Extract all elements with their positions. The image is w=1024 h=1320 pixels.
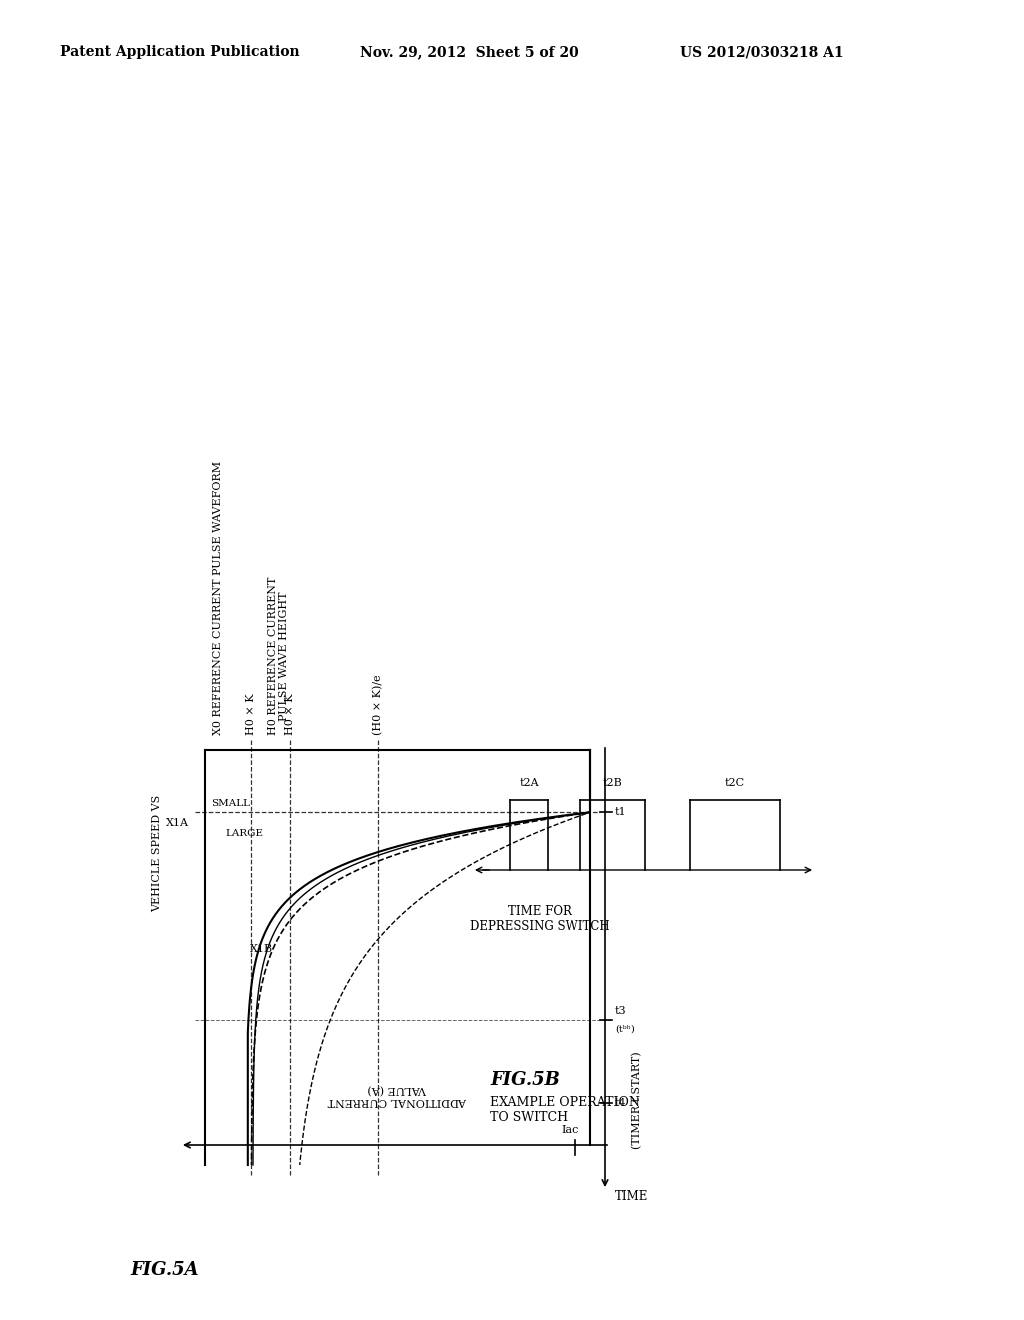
Text: VEHICLE SPEED VS: VEHICLE SPEED VS <box>152 795 162 912</box>
Text: Nov. 29, 2012  Sheet 5 of 20: Nov. 29, 2012 Sheet 5 of 20 <box>360 45 579 59</box>
Text: t1: t1 <box>615 808 627 817</box>
Text: t2C: t2C <box>725 777 745 788</box>
Text: X1A: X1A <box>166 818 188 829</box>
Text: LARGE: LARGE <box>225 829 263 837</box>
Text: TIME FOR
DEPRESSING SWITCH: TIME FOR DEPRESSING SWITCH <box>470 906 610 933</box>
Text: Iac: Iac <box>561 1125 579 1135</box>
Text: FIG.5B: FIG.5B <box>490 1071 560 1089</box>
Text: t4: t4 <box>615 1098 627 1107</box>
Text: X1B: X1B <box>250 944 273 954</box>
Text: FIG.5A: FIG.5A <box>130 1261 199 1279</box>
Text: SMALL: SMALL <box>211 800 250 808</box>
Text: TIME: TIME <box>615 1191 648 1204</box>
Text: Patent Application Publication: Patent Application Publication <box>60 45 300 59</box>
Text: t2A: t2A <box>519 777 539 788</box>
Text: (TIMER t START): (TIMER t START) <box>632 1051 642 1148</box>
Text: t3: t3 <box>615 1006 627 1016</box>
Text: X0 REFERENCE CURRENT PULSE WAVEFORM: X0 REFERENCE CURRENT PULSE WAVEFORM <box>213 461 223 735</box>
Text: (tᵇʰ): (tᵇʰ) <box>615 1024 635 1034</box>
Text: H0 REFERENCE CURRENT
PULSE WAVE HEIGHT: H0 REFERENCE CURRENT PULSE WAVE HEIGHT <box>267 577 289 735</box>
Text: H0 × K: H0 × K <box>246 693 256 735</box>
Text: t2B: t2B <box>603 777 623 788</box>
Text: (H0 × K)/e: (H0 × K)/e <box>373 675 383 735</box>
Text: US 2012/0303218 A1: US 2012/0303218 A1 <box>680 45 844 59</box>
Text: EXAMPLE OPERATION
TO SWITCH: EXAMPLE OPERATION TO SWITCH <box>490 1096 640 1125</box>
Text: H0 × K: H0 × K <box>285 693 295 735</box>
Text: ADDITIONAL CURRENT
VALUE (A): ADDITIONAL CURRENT VALUE (A) <box>328 1084 467 1106</box>
